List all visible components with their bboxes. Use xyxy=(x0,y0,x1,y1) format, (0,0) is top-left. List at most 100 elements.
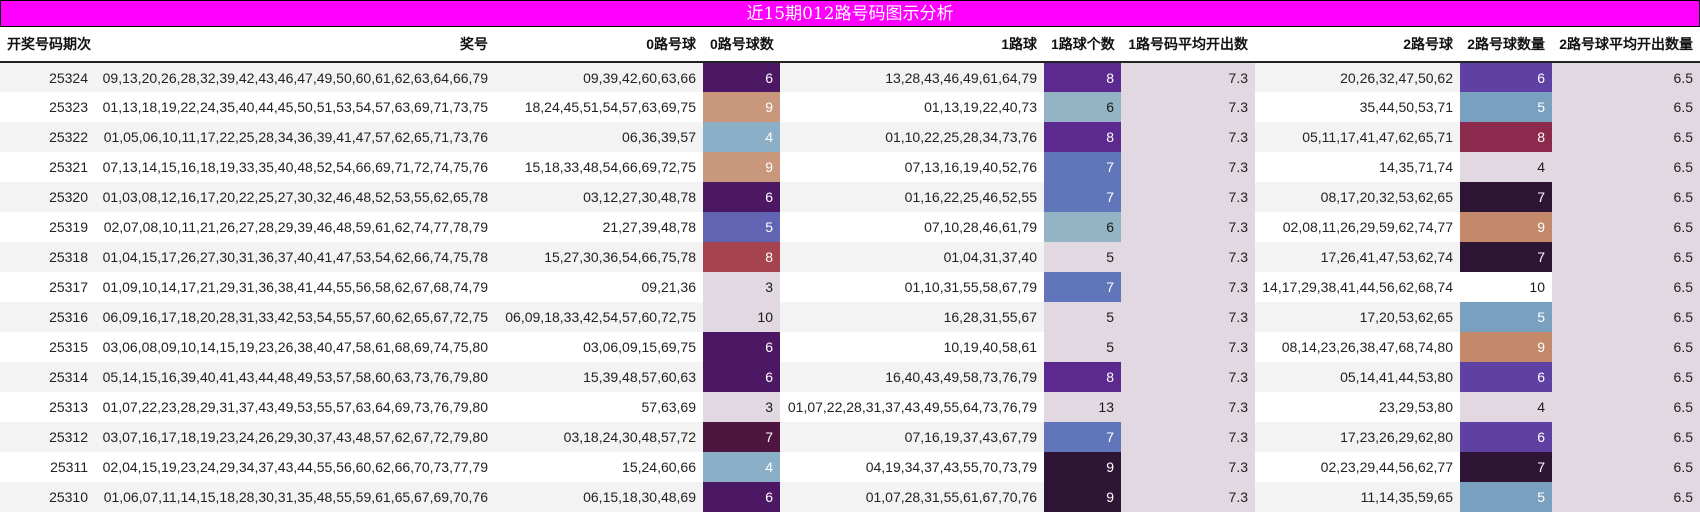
route0-count-cell: 6 xyxy=(703,182,780,212)
draw-numbers-cell: 05,14,15,16,39,40,41,43,44,48,49,53,57,5… xyxy=(95,362,495,392)
period-cell: 25323 xyxy=(0,92,95,122)
route2-count-cell: 8 xyxy=(1460,122,1552,152)
route0-count-cell: 6 xyxy=(703,482,780,512)
route0-count-cell: 3 xyxy=(703,272,780,302)
table-row[interactable]: 25324 09,13,20,26,28,32,39,42,43,46,47,49… xyxy=(0,62,1700,92)
table-row[interactable]: 25314 05,14,15,16,39,40,41,43,44,48,49,53… xyxy=(0,362,1700,392)
route2-balls-cell: 08,17,20,32,53,62,65 xyxy=(1255,182,1460,212)
route2-avg-cell: 6.5 xyxy=(1552,122,1700,152)
route1-balls-cell: 16,28,31,55,67 xyxy=(780,302,1044,332)
header-route1-count[interactable]: 1路球个数 xyxy=(1044,27,1121,63)
route2-balls-cell: 14,35,71,74 xyxy=(1255,152,1460,182)
route1-balls-cell: 10,19,40,58,61 xyxy=(780,332,1044,362)
route1-count-cell: 5 xyxy=(1044,302,1121,332)
route2-count-cell: 5 xyxy=(1460,482,1552,512)
route2-count-cell: 4 xyxy=(1460,152,1552,182)
route0-balls-cell: 06,09,18,33,42,54,57,60,72,75 xyxy=(495,302,703,332)
page-title: 近15期012路号码图示分析 xyxy=(0,0,1700,27)
route0-balls-cell: 21,27,39,48,78 xyxy=(495,212,703,242)
header-route2-balls[interactable]: 2路号球 xyxy=(1255,27,1460,63)
table-row[interactable]: 25316 06,09,16,17,18,20,28,31,33,42,53,54… xyxy=(0,302,1700,332)
table-row[interactable]: 25317 01,09,10,14,17,21,29,31,36,38,41,44… xyxy=(0,272,1700,302)
route0-balls-cell: 15,24,60,66 xyxy=(495,452,703,482)
header-route0-count[interactable]: 0路号球数 xyxy=(703,27,780,63)
table-row[interactable]: 25320 01,03,08,12,16,17,20,22,25,27,30,32… xyxy=(0,182,1700,212)
draw-numbers-cell: 01,05,06,10,11,17,22,25,28,34,36,39,41,4… xyxy=(95,122,495,152)
route0-count-cell: 9 xyxy=(703,92,780,122)
route1-count-cell: 5 xyxy=(1044,242,1121,272)
header-route1-avg[interactable]: 1路号码平均开出数 xyxy=(1121,27,1255,63)
route0-count-cell: 4 xyxy=(703,122,780,152)
period-cell: 25321 xyxy=(0,152,95,182)
route1-balls-cell: 01,13,19,22,40,73 xyxy=(780,92,1044,122)
header-route0-balls[interactable]: 0路号球 xyxy=(495,27,703,63)
route2-avg-cell: 6.5 xyxy=(1552,92,1700,122)
period-cell: 25311 xyxy=(0,452,95,482)
route1-avg-cell: 7.3 xyxy=(1121,242,1255,272)
header-route1-balls[interactable]: 1路球 xyxy=(780,27,1044,63)
period-cell: 25313 xyxy=(0,392,95,422)
route1-avg-cell: 7.3 xyxy=(1121,212,1255,242)
route0-balls-cell: 06,15,18,30,48,69 xyxy=(495,482,703,512)
route0-balls-cell: 03,12,27,30,48,78 xyxy=(495,182,703,212)
table-row[interactable]: 25310 01,06,07,11,14,15,18,28,30,31,35,48… xyxy=(0,482,1700,512)
route1-balls-cell: 07,16,19,37,43,67,79 xyxy=(780,422,1044,452)
route2-avg-cell: 6.5 xyxy=(1552,482,1700,512)
route0-balls-cell: 18,24,45,51,54,57,63,69,75 xyxy=(495,92,703,122)
route2-count-cell: 4 xyxy=(1460,392,1552,422)
period-cell: 25322 xyxy=(0,122,95,152)
route0-count-cell: 4 xyxy=(703,452,780,482)
route1-avg-cell: 7.3 xyxy=(1121,332,1255,362)
route2-count-cell: 6 xyxy=(1460,62,1552,92)
table-row[interactable]: 25319 02,07,08,10,11,21,26,27,28,29,39,46… xyxy=(0,212,1700,242)
draw-numbers-cell: 01,03,08,12,16,17,20,22,25,27,30,32,46,4… xyxy=(95,182,495,212)
route1-count-cell: 13 xyxy=(1044,392,1121,422)
period-cell: 25319 xyxy=(0,212,95,242)
route0-balls-cell: 03,06,09,15,69,75 xyxy=(495,332,703,362)
route1-avg-cell: 7.3 xyxy=(1121,482,1255,512)
header-row: 开奖号码期次 奖号 0路号球 0路号球数 1路球 1路球个数 1路号码平均开出数… xyxy=(0,27,1700,63)
header-route2-count[interactable]: 2路号球数量 xyxy=(1460,27,1552,63)
header-route2-avg[interactable]: 2路号球平均开出数量 xyxy=(1552,27,1700,63)
draw-numbers-cell: 02,04,15,19,23,24,29,34,37,43,44,55,56,6… xyxy=(95,452,495,482)
route2-avg-cell: 6.5 xyxy=(1552,422,1700,452)
route2-count-cell: 6 xyxy=(1460,422,1552,452)
header-draw[interactable]: 奖号 xyxy=(95,27,495,63)
header-period[interactable]: 开奖号码期次 xyxy=(0,27,95,63)
draw-numbers-cell: 01,13,18,19,22,24,35,40,44,45,50,51,53,5… xyxy=(95,92,495,122)
route1-avg-cell: 7.3 xyxy=(1121,122,1255,152)
route2-avg-cell: 6.5 xyxy=(1552,452,1700,482)
route1-count-cell: 7 xyxy=(1044,422,1121,452)
route2-balls-cell: 05,14,41,44,53,80 xyxy=(1255,362,1460,392)
table-row[interactable]: 25313 01,07,22,23,28,29,31,37,43,49,53,55… xyxy=(0,392,1700,422)
period-cell: 25317 xyxy=(0,272,95,302)
route0-balls-cell: 15,27,30,36,54,66,75,78 xyxy=(495,242,703,272)
table-row[interactable]: 25321 07,13,14,15,16,18,19,33,35,40,48,52… xyxy=(0,152,1700,182)
table-row[interactable]: 25315 03,06,08,09,10,14,15,19,23,26,38,40… xyxy=(0,332,1700,362)
draw-numbers-cell: 01,06,07,11,14,15,18,28,30,31,35,48,55,5… xyxy=(95,482,495,512)
draw-numbers-cell: 07,13,14,15,16,18,19,33,35,40,48,52,54,6… xyxy=(95,152,495,182)
table-row[interactable]: 25322 01,05,06,10,11,17,22,25,28,34,36,39… xyxy=(0,122,1700,152)
route0-balls-cell: 09,39,42,60,63,66 xyxy=(495,62,703,92)
table-row[interactable]: 25311 02,04,15,19,23,24,29,34,37,43,44,55… xyxy=(0,452,1700,482)
route0-count-cell: 6 xyxy=(703,362,780,392)
route0-count-cell: 6 xyxy=(703,62,780,92)
table-row[interactable]: 25318 01,04,15,17,26,27,30,31,36,37,40,41… xyxy=(0,242,1700,272)
route1-count-cell: 8 xyxy=(1044,122,1121,152)
route2-balls-cell: 11,14,35,59,65 xyxy=(1255,482,1460,512)
route2-balls-cell: 20,26,32,47,50,62 xyxy=(1255,62,1460,92)
route2-avg-cell: 6.5 xyxy=(1552,212,1700,242)
route1-count-cell: 9 xyxy=(1044,482,1121,512)
route2-balls-cell: 35,44,50,53,71 xyxy=(1255,92,1460,122)
route1-balls-cell: 16,40,43,49,58,73,76,79 xyxy=(780,362,1044,392)
route2-avg-cell: 6.5 xyxy=(1552,332,1700,362)
period-cell: 25310 xyxy=(0,482,95,512)
route2-count-cell: 7 xyxy=(1460,182,1552,212)
table-row[interactable]: 25323 01,13,18,19,22,24,35,40,44,45,50,51… xyxy=(0,92,1700,122)
route1-balls-cell: 01,07,22,28,31,37,43,49,55,64,73,76,79 xyxy=(780,392,1044,422)
draw-numbers-cell: 09,13,20,26,28,32,39,42,43,46,47,49,50,6… xyxy=(95,62,495,92)
route1-count-cell: 7 xyxy=(1044,152,1121,182)
table-row[interactable]: 25312 03,07,16,17,18,19,23,24,26,29,30,37… xyxy=(0,422,1700,452)
route2-balls-cell: 02,08,11,26,29,59,62,74,77 xyxy=(1255,212,1460,242)
route2-balls-cell: 02,23,29,44,56,62,77 xyxy=(1255,452,1460,482)
